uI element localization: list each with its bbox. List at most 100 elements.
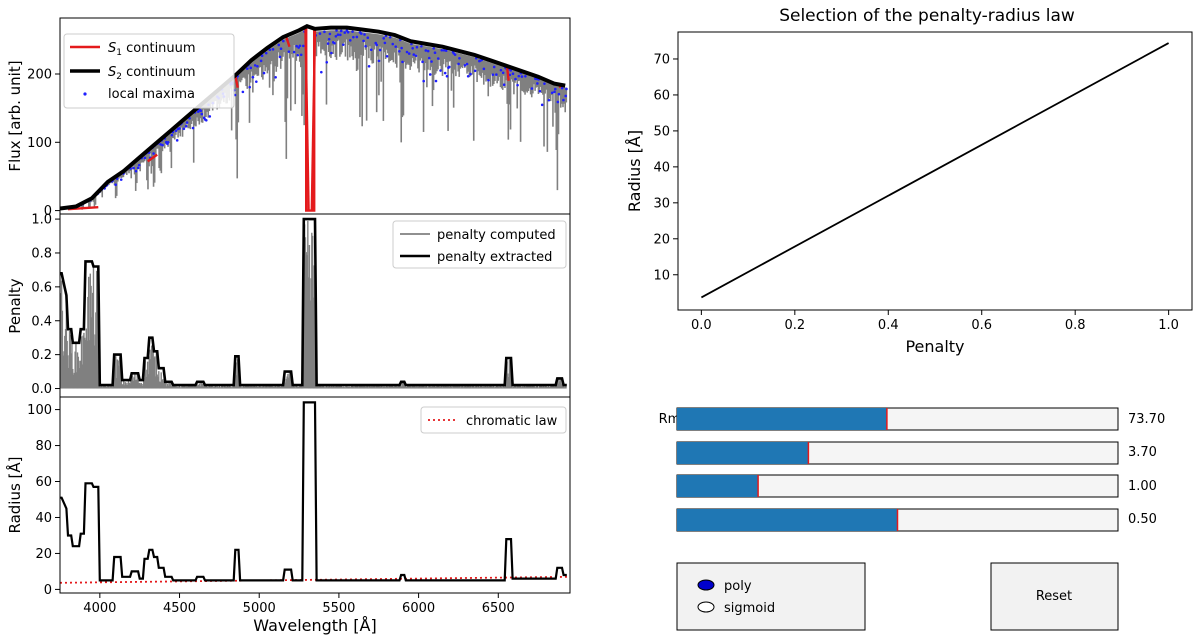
local-maximum-point (208, 115, 212, 118)
s1-continuum-segment (147, 153, 158, 163)
radio-sigmoid-indicator[interactable] (697, 601, 715, 613)
law-type-radio: poly sigmoid (676, 562, 866, 631)
legend-s2-label: S2 continuum (108, 65, 196, 82)
local-maximum-point (278, 55, 282, 59)
local-maximum-point (411, 47, 414, 50)
rmax-slider-fill (677, 408, 887, 430)
local-maximum-point (428, 73, 432, 76)
local-maximum-point (543, 82, 546, 85)
x-tick-label: 5000 (243, 601, 276, 616)
nu-slider[interactable]: Nu 1.00 (676, 474, 1157, 498)
local-maximum-point (132, 166, 135, 170)
local-maximum-point (152, 152, 155, 155)
mu-slider-value: 0.50 (1128, 512, 1157, 527)
local-maximum-point (550, 91, 554, 95)
local-maximum-point (463, 63, 467, 67)
nu-slider-fill (677, 475, 759, 497)
local-maximum-point (430, 60, 433, 63)
flux-panel: 0 100 200 Flux [arb. unit] S1 continuum S2… (6, 17, 571, 219)
x-tick-label: 0.2 (784, 318, 805, 333)
local-maximum-point (436, 57, 440, 60)
y-tick-label: 0.8 (31, 246, 52, 261)
radio-option-sigmoid[interactable]: sigmoid (697, 601, 775, 616)
law-x-ticks: 0.0 0.2 0.4 0.6 0.8 1.0 (691, 310, 1179, 333)
penalty-ylabel: Penalty (6, 278, 24, 333)
y-tick-label: 100 (27, 136, 52, 151)
x-tick-label: 1.0 (1158, 318, 1179, 333)
x-tick-label: 6500 (482, 601, 515, 616)
chromatic-law-line (60, 575, 570, 584)
legend-maxima-label: local maxima (108, 87, 195, 102)
y-tick-label: 10 (653, 268, 670, 283)
local-maximum-point (442, 48, 446, 52)
radio-poly-label: poly (724, 579, 752, 594)
local-maximum-point (335, 29, 338, 32)
local-maximum-point (562, 98, 565, 102)
local-maximum-point (547, 98, 551, 102)
local-maximum-point (457, 62, 460, 66)
local-maximum-point (364, 44, 367, 48)
local-maximum-point (414, 54, 418, 58)
local-maximum-point (264, 51, 268, 55)
local-maximum-point (482, 67, 486, 71)
local-maximum-point (458, 56, 461, 60)
local-maximum-point (487, 78, 490, 82)
radio-poly-indicator[interactable] (697, 579, 715, 591)
r-slider[interactable]: R 3.70 (676, 441, 1157, 465)
local-maximum-point (511, 72, 515, 76)
local-maximum-point (199, 109, 203, 113)
local-maximum-point (318, 32, 322, 35)
local-maximum-point (445, 74, 449, 78)
mu-slider[interactable]: Mu 0.50 (676, 508, 1157, 532)
local-maximum-point (185, 121, 189, 124)
local-maximum-point (439, 69, 442, 72)
flux-ylabel: Flux [arb. unit] (6, 60, 24, 171)
local-maximum-point (440, 48, 444, 52)
radius-panel: 0 20 40 60 80 100 4000 4500 5000 5500 6000 6500 Ra… (5, 396, 571, 635)
local-maximum-point (466, 74, 470, 78)
local-maximum-point (424, 49, 428, 52)
local-maximum-point (333, 41, 336, 45)
legend-computed-label: penalty computed (437, 228, 556, 243)
local-maximum-point (282, 39, 285, 43)
local-maximum-point (391, 42, 395, 46)
local-maximum-point (326, 42, 330, 45)
local-maximum-point (161, 143, 164, 147)
x-tick-label: 5500 (322, 601, 355, 616)
radius-ylabel: Radius [Å] (5, 456, 24, 533)
reset-button[interactable]: Reset (990, 562, 1119, 631)
local-maximum-point (182, 127, 186, 131)
y-tick-label: 20 (35, 547, 52, 562)
local-maximum-point (536, 82, 539, 85)
local-maximum-point (175, 139, 179, 142)
local-maximum-point (407, 52, 411, 55)
radius-axes-frame (59, 396, 571, 594)
local-maximum-point (492, 65, 496, 69)
local-maximum-point (279, 47, 283, 51)
local-maximum-point (339, 33, 342, 37)
local-maximum-point (339, 29, 343, 33)
y-tick-label: 60 (35, 475, 52, 490)
reset-button-box[interactable] (990, 562, 1119, 631)
local-maximum-point (298, 44, 302, 48)
local-maximum-point (412, 53, 416, 56)
local-maximum-point (369, 48, 373, 52)
y-tick-label: 50 (653, 124, 670, 139)
local-maximum-point (434, 79, 438, 83)
local-maximum-point (260, 54, 264, 58)
local-maximum-point (249, 66, 253, 70)
radio-option-poly[interactable]: poly (697, 579, 752, 594)
local-maximum-point (274, 75, 277, 79)
local-maximum-point (502, 83, 506, 87)
y-tick-label: 0.4 (31, 314, 52, 329)
radio-sigmoid-label: sigmoid (724, 601, 775, 616)
local-maximum-point (415, 45, 419, 49)
rmax-slider[interactable]: Rmax 73.70 (659, 407, 1166, 431)
local-maximum-point (433, 51, 437, 55)
law-y-ticks: 10 20 30 40 50 60 70 (653, 52, 678, 283)
local-maximum-point (355, 35, 359, 39)
local-maximum-point (540, 103, 544, 107)
s1-continuum-segment (305, 27, 316, 212)
local-maximum-point (378, 48, 382, 52)
